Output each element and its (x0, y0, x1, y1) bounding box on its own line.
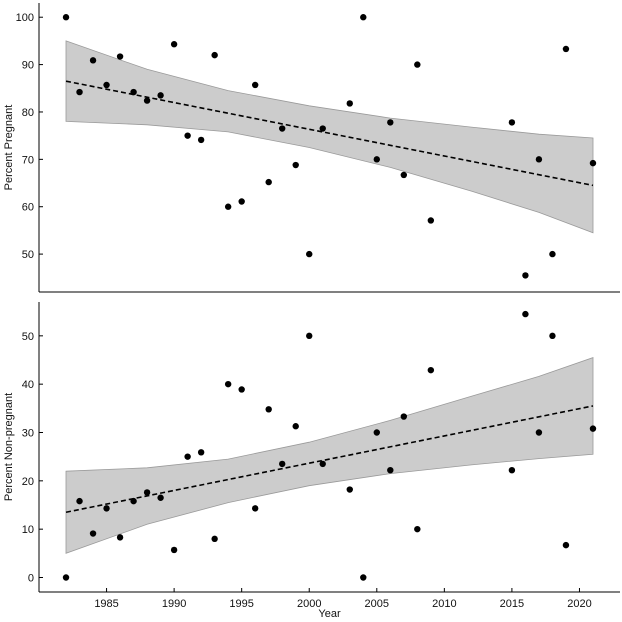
y-tick-label: 10 (22, 524, 34, 536)
y-tick-label: 60 (22, 202, 34, 214)
data-point (130, 88, 137, 96)
data-point (400, 171, 408, 179)
x-tick-label: 1995 (229, 598, 253, 610)
data-point (197, 449, 205, 456)
data-point (346, 100, 353, 107)
data-point (116, 534, 124, 541)
data-point (360, 14, 367, 21)
data-point (508, 467, 516, 474)
data-point (211, 51, 218, 59)
data-point (279, 460, 286, 468)
data-point (562, 541, 570, 549)
data-point (306, 332, 313, 340)
y-tick-label: 100 (16, 12, 34, 24)
data-point (414, 61, 421, 68)
x-tick-label: 2005 (365, 598, 389, 610)
data-point (427, 366, 435, 374)
data-point (251, 505, 259, 512)
y-tick-label: 70 (22, 154, 34, 166)
data-point (251, 81, 259, 89)
panel-percent-non-pregnant: 0 10 20 30 40 50 1985 1990 1995 2000 2005 2010 2015 2… (3, 302, 620, 620)
data-point (373, 156, 380, 163)
x-tick-label: 1985 (94, 598, 118, 610)
data-point (211, 535, 218, 543)
data-point (265, 178, 272, 186)
data-point (76, 88, 83, 96)
data-point (130, 497, 137, 505)
confidence-band (65, 40, 594, 234)
data-point (62, 574, 70, 581)
data-point (414, 525, 421, 533)
x-tick-label: 2015 (500, 598, 524, 610)
data-point (89, 530, 97, 537)
data-point (279, 125, 286, 132)
panel-percent-pregnant: 50 60 70 80 90 100 Percent Pregnant (3, 3, 620, 293)
data-point (535, 429, 543, 436)
data-point (562, 45, 570, 53)
y-tick-label: 80 (22, 107, 34, 119)
data-point (387, 119, 394, 126)
trend-line (65, 80, 594, 187)
data-point (62, 14, 70, 21)
data-point (549, 332, 556, 340)
data-point (170, 41, 178, 48)
data-point (508, 119, 516, 126)
data-point (238, 198, 245, 205)
data-point (535, 156, 543, 163)
data-point (346, 486, 353, 493)
y-tick-label: 20 (22, 476, 34, 488)
data-point (224, 203, 232, 210)
x-tick-label: 2010 (432, 598, 456, 610)
y-tick-label: 40 (22, 379, 34, 391)
y-tick-label: 0 (28, 573, 34, 585)
x-tick-label: 1990 (162, 598, 186, 610)
data-point (387, 467, 394, 474)
data-point (157, 92, 164, 99)
data-point (319, 460, 326, 468)
data-point (184, 132, 191, 139)
data-point (170, 546, 178, 554)
data-point (103, 505, 110, 512)
data-point (427, 217, 435, 224)
data-point (103, 81, 110, 89)
data-point (373, 429, 380, 436)
data-point (292, 423, 299, 430)
y-axis-label: Percent Non-pregnant (3, 393, 15, 501)
data-point (360, 574, 367, 581)
data-point (184, 453, 191, 460)
data-point (143, 489, 151, 496)
data-point (89, 57, 97, 64)
data-point (238, 386, 245, 393)
data-point (143, 97, 151, 104)
data-point (522, 272, 529, 279)
data-point (292, 161, 299, 169)
y-tick-label: 50 (22, 331, 34, 343)
trend-line (65, 405, 594, 514)
y-tick-label: 50 (22, 249, 34, 261)
y-tick-label: 90 (22, 60, 34, 72)
data-point (400, 413, 408, 420)
y-tick-label: 30 (22, 428, 34, 440)
x-axis-label: Year (318, 608, 341, 620)
data-point (306, 250, 313, 258)
y-axis-label: Percent Pregnant (3, 105, 15, 191)
data-point (224, 380, 232, 388)
confidence-band (65, 357, 594, 554)
data-point (157, 494, 164, 501)
data-point (116, 53, 124, 60)
data-point (76, 497, 83, 505)
data-point (522, 310, 529, 318)
x-tick-label: 2000 (297, 598, 321, 610)
data-point (549, 250, 556, 258)
data-point (197, 136, 205, 144)
x-tick-label: 2020 (567, 598, 591, 610)
data-point (265, 406, 272, 413)
data-point (589, 425, 597, 432)
data-point (589, 159, 597, 167)
data-point (319, 125, 326, 132)
